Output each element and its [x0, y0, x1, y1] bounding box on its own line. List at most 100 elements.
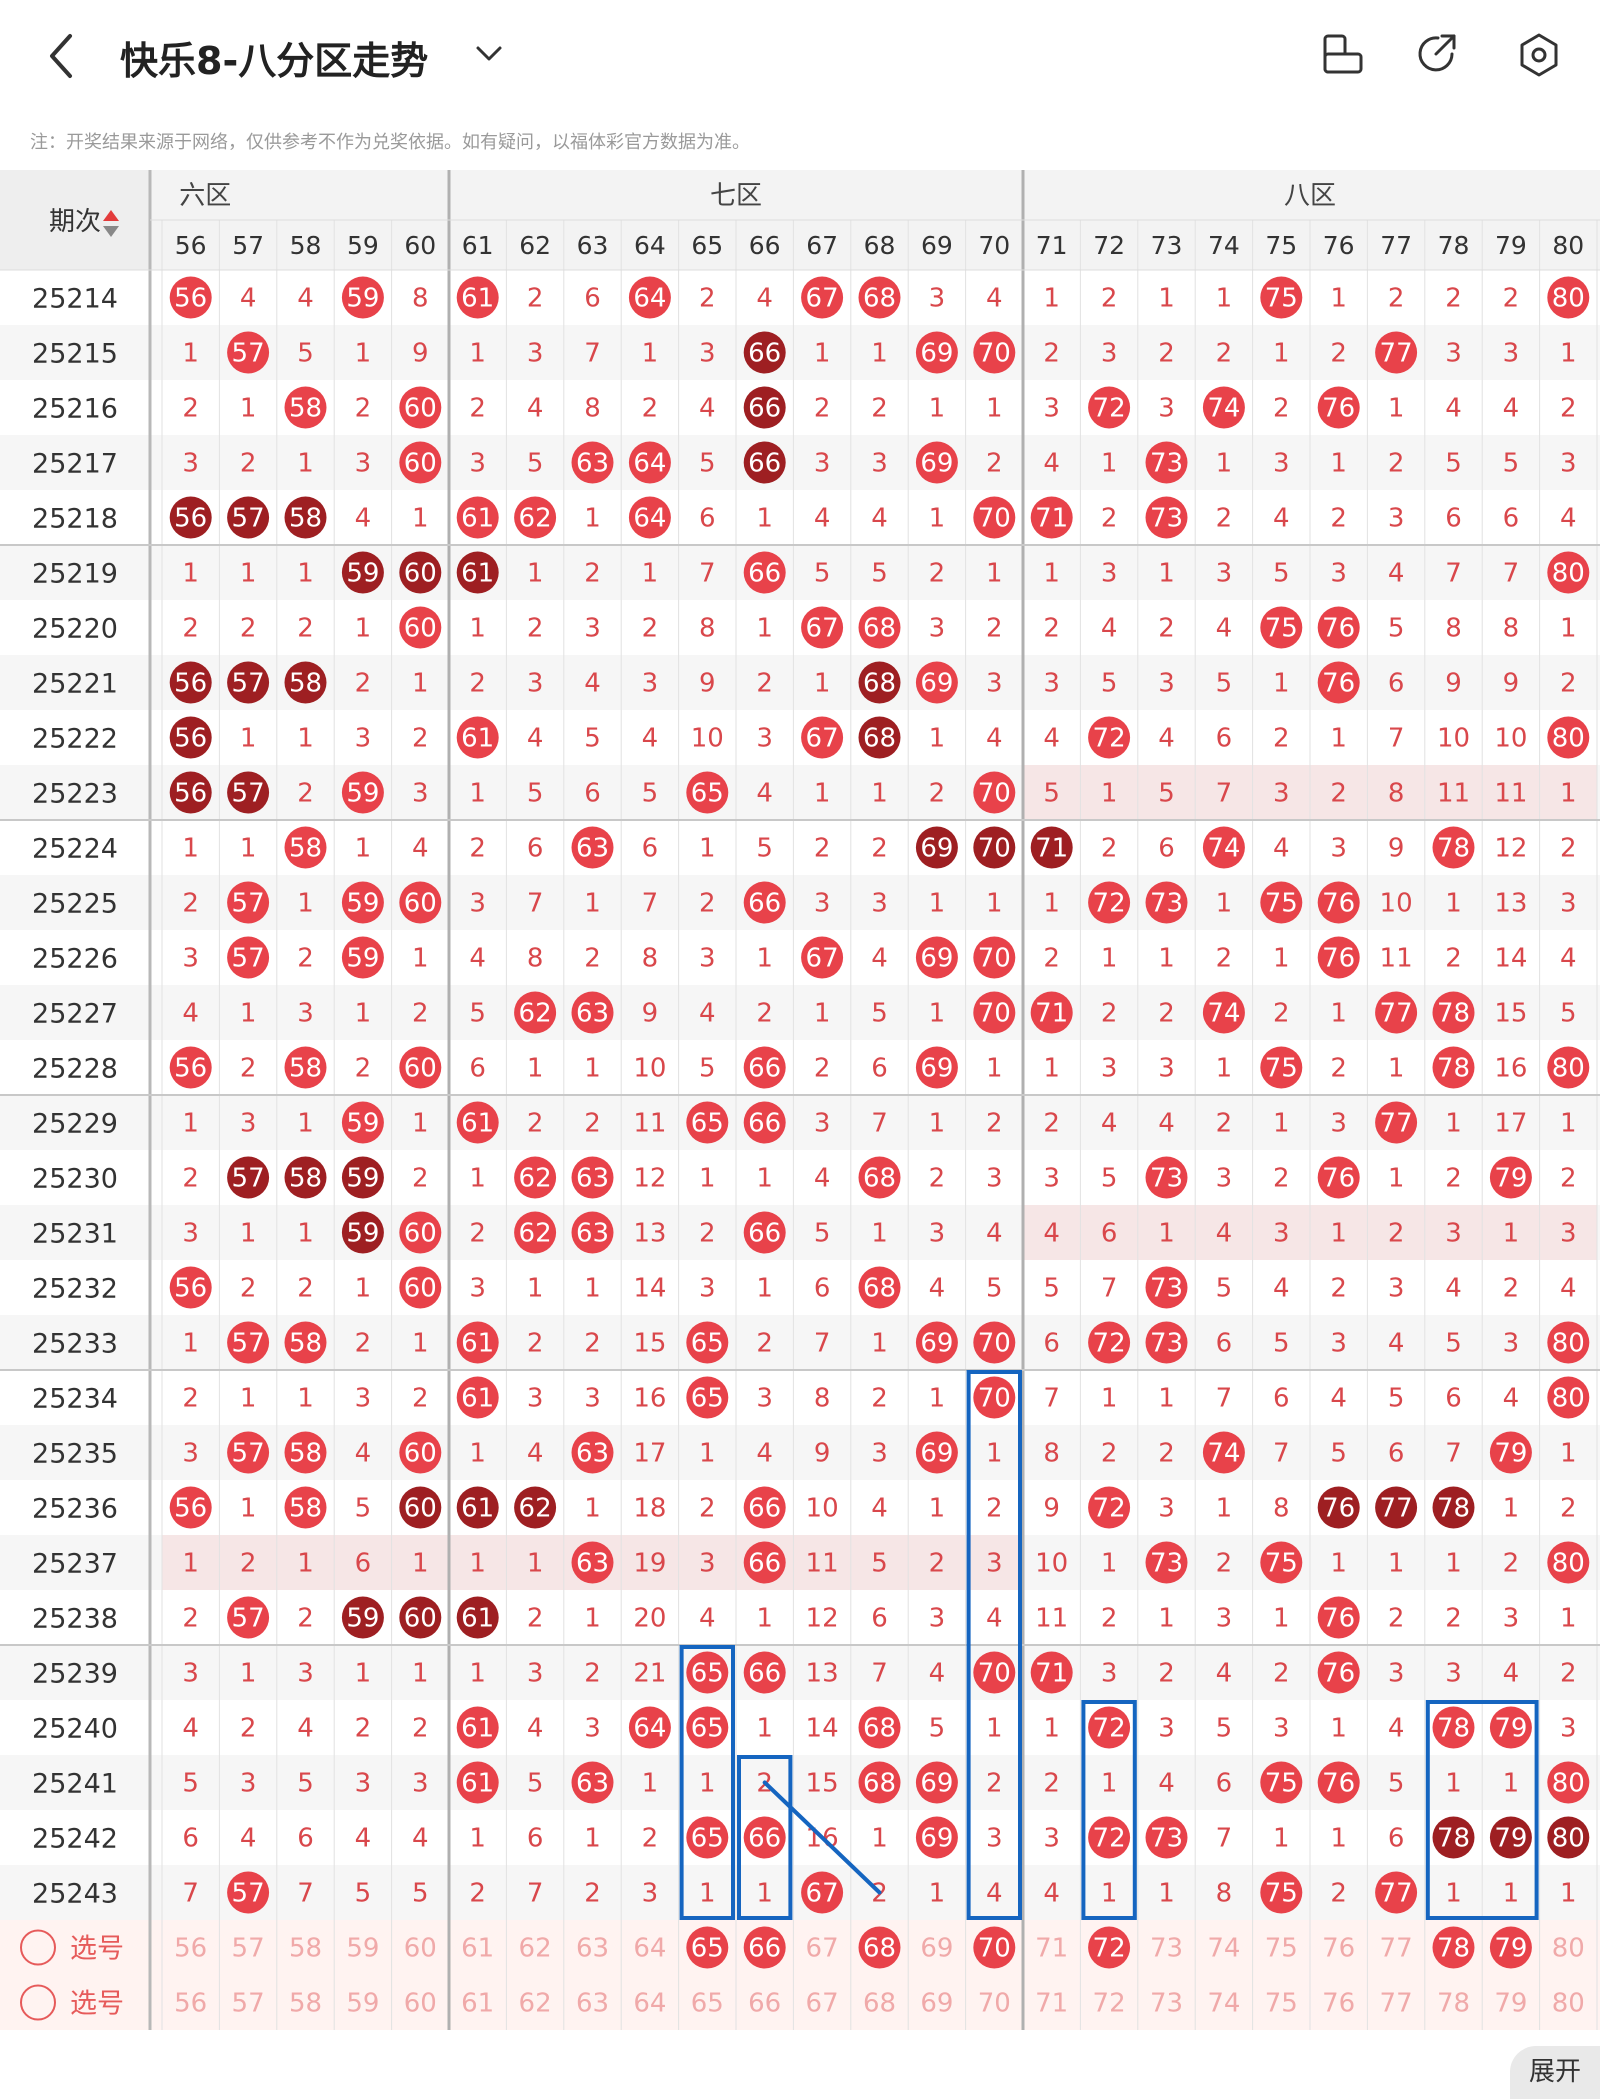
select-number[interactable]: 56	[174, 1934, 207, 1964]
select-number[interactable]: 64	[633, 1934, 666, 1964]
drawn-ball	[1547, 1321, 1590, 1364]
expand-button[interactable]: 展开	[1510, 2046, 1600, 2099]
omission-count: 1	[412, 1109, 429, 1139]
select-number[interactable]: 65	[691, 1989, 724, 2019]
select-number[interactable]: 58	[289, 1989, 322, 2019]
drawn-ball	[1030, 826, 1073, 869]
select-number[interactable]: 60	[404, 1934, 437, 1964]
drawn-ball	[743, 1101, 786, 1144]
zone-label: 六区	[179, 181, 231, 211]
select-number[interactable]: 76	[1322, 1989, 1355, 2019]
drawn-number: 67	[806, 1879, 839, 1909]
selected-ball[interactable]	[858, 1926, 901, 1969]
period-number: 25235	[32, 1439, 118, 1470]
selected-ball[interactable]	[1432, 1926, 1475, 1969]
select-number[interactable]: 70	[978, 1989, 1011, 2019]
select-number[interactable]: 73	[1150, 1989, 1183, 2019]
selected-ball[interactable]	[743, 1926, 786, 1969]
drawn-ball	[801, 276, 844, 319]
period-number: 25224	[32, 834, 118, 865]
drawn-ball	[227, 936, 270, 979]
selected-ball[interactable]	[686, 1926, 729, 1969]
select-number[interactable]: 80	[1552, 1989, 1585, 2019]
drawn-number: 69	[920, 669, 953, 699]
select-number[interactable]: 57	[232, 1934, 265, 1964]
drawn-number: 63	[576, 834, 609, 864]
select-number[interactable]: 61	[461, 1989, 494, 2019]
drawn-number: 77	[1380, 339, 1413, 369]
select-number[interactable]: 67	[806, 1989, 839, 2019]
omission-count: 5	[584, 724, 601, 754]
omission-count: 1	[527, 559, 544, 589]
select-number[interactable]: 74	[1207, 1934, 1240, 1964]
select-number[interactable]: 57	[232, 1989, 265, 2019]
select-number[interactable]: 62	[519, 1934, 552, 1964]
drawn-number: 80	[1552, 1549, 1585, 1579]
select-number[interactable]: 71	[1035, 1934, 1068, 1964]
drawn-ball	[514, 1156, 557, 1199]
drawn-ball	[1145, 441, 1188, 484]
select-number[interactable]: 63	[576, 1989, 609, 2019]
omission-count: 3	[929, 284, 946, 314]
chevron-down-icon[interactable]	[472, 38, 506, 68]
select-number[interactable]: 60	[404, 1989, 437, 2019]
drawn-number: 62	[519, 504, 552, 534]
selected-ball[interactable]	[973, 1926, 1016, 1969]
select-number[interactable]: 74	[1207, 1989, 1240, 2019]
select-number[interactable]: 59	[346, 1934, 379, 1964]
select-number[interactable]: 61	[461, 1934, 494, 1964]
omission-count: 1	[355, 614, 372, 644]
omission-count: 8	[1388, 779, 1405, 809]
drawn-ball	[227, 1321, 270, 1364]
select-number[interactable]: 69	[920, 1934, 953, 1964]
select-number[interactable]: 72	[1093, 1989, 1126, 2019]
select-number[interactable]: 59	[346, 1989, 379, 2019]
drawn-ball	[169, 716, 212, 759]
select-radio-icon[interactable]	[20, 1984, 56, 2021]
select-number[interactable]: 64	[633, 1989, 666, 2019]
select-number[interactable]: 75	[1265, 1989, 1298, 2019]
select-number[interactable]: 77	[1380, 1989, 1413, 2019]
omission-count: 1	[871, 779, 888, 809]
select-number[interactable]: 73	[1150, 1934, 1183, 1964]
select-number[interactable]: 58	[289, 1934, 322, 1964]
select-number[interactable]: 69	[920, 1989, 953, 2019]
drawn-number: 78	[1437, 999, 1470, 1029]
omission-count: 4	[871, 504, 888, 534]
selected-ball[interactable]	[1489, 1926, 1532, 1969]
drawn-number: 58	[289, 834, 322, 864]
phone-landscape-icon[interactable]	[1318, 30, 1368, 80]
select-number[interactable]: 76	[1322, 1934, 1355, 1964]
select-number[interactable]: 80	[1552, 1934, 1585, 1964]
select-number[interactable]: 66	[748, 1989, 781, 2019]
select-number[interactable]: 62	[519, 1989, 552, 2019]
select-number[interactable]: 75	[1265, 1934, 1298, 1964]
select-number[interactable]: 67	[806, 1934, 839, 1964]
drawn-number: 72	[1093, 1329, 1126, 1359]
omission-count: 3	[1560, 1219, 1577, 1249]
select-number[interactable]: 71	[1035, 1989, 1068, 2019]
select-number[interactable]: 63	[576, 1934, 609, 1964]
select-number[interactable]: 77	[1380, 1934, 1413, 1964]
drawn-number: 80	[1552, 724, 1585, 754]
omission-count: 10	[1380, 889, 1413, 919]
drawn-ball	[1030, 1651, 1073, 1694]
selected-ball[interactable]	[1088, 1926, 1131, 1969]
omission-count: 3	[1273, 449, 1290, 479]
settings-icon[interactable]	[1514, 30, 1564, 80]
select-number[interactable]: 79	[1494, 1989, 1527, 2019]
chevron-left-icon[interactable]	[40, 28, 84, 84]
drawn-number: 58	[289, 1054, 322, 1084]
drawn-number: 75	[1265, 889, 1298, 919]
select-number[interactable]: 68	[863, 1989, 896, 2019]
share-icon[interactable]	[1412, 30, 1462, 80]
omission-count: 5	[871, 999, 888, 1029]
select-number[interactable]: 78	[1437, 1989, 1470, 2019]
omission-count: 8	[412, 284, 429, 314]
select-number[interactable]: 56	[174, 1989, 207, 2019]
omission-count: 1	[929, 1109, 946, 1139]
select-radio-icon[interactable]	[20, 1929, 56, 1966]
omission-count: 4	[412, 834, 429, 864]
omission-count: 2	[297, 944, 314, 974]
omission-count: 2	[1388, 449, 1405, 479]
